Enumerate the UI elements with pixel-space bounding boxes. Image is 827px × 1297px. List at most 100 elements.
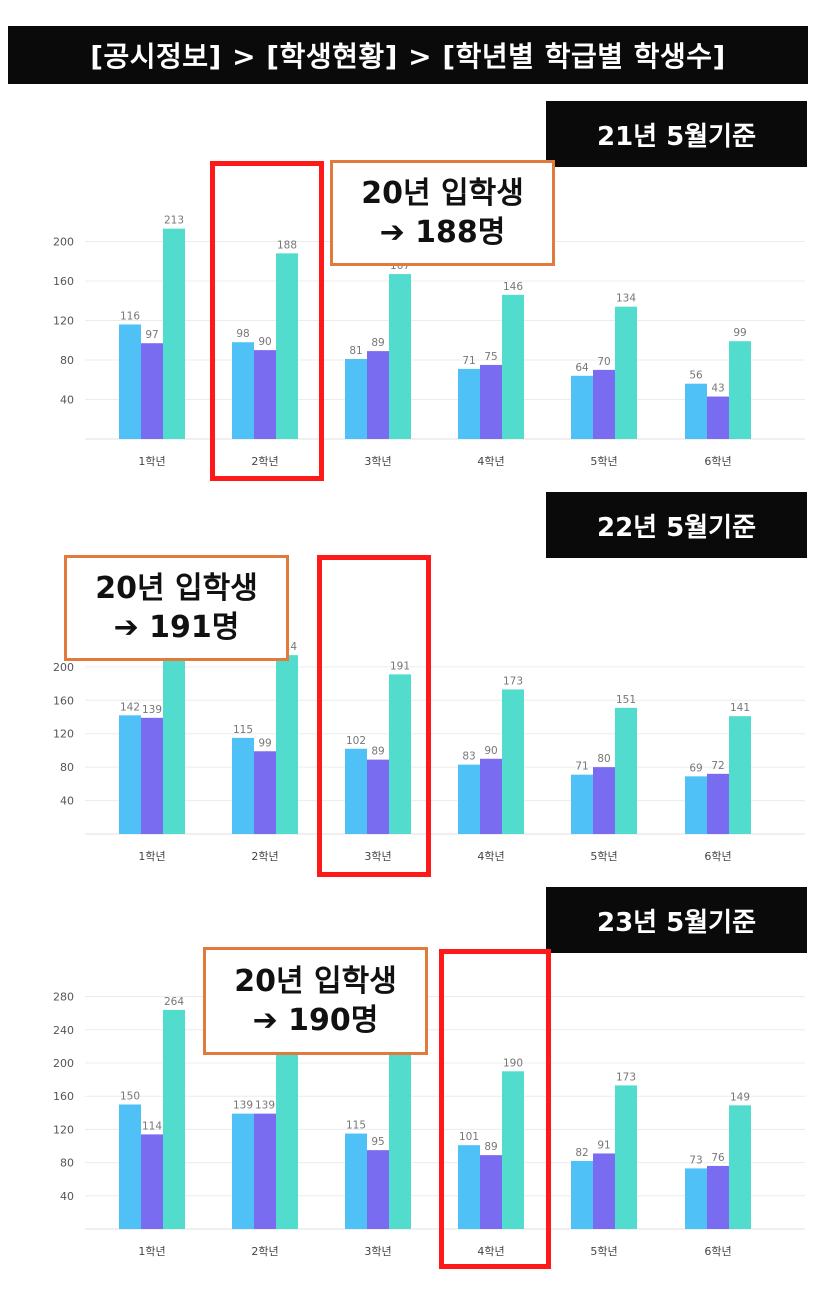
- x-tick-label: 6학년: [704, 455, 731, 468]
- bar: [480, 364, 502, 439]
- data-label: 80: [597, 753, 610, 765]
- y-tick-label: 40: [60, 1190, 74, 1203]
- data-label: 134: [616, 293, 636, 305]
- bar: [729, 716, 751, 834]
- date-label: 22년 5월기준: [596, 512, 756, 543]
- data-label: 89: [484, 1141, 497, 1153]
- data-label: 114: [142, 1120, 162, 1132]
- bar: [502, 689, 524, 834]
- data-label: 115: [233, 724, 253, 736]
- bar: [685, 1168, 707, 1229]
- data-label: 173: [503, 675, 523, 687]
- data-label: 81: [349, 345, 362, 357]
- y-tick-label: 280: [53, 991, 74, 1004]
- bar: [729, 1105, 751, 1229]
- callout-line1: 20년 입학생: [361, 176, 524, 211]
- y-tick-label: 40: [60, 394, 74, 407]
- bar: [502, 294, 524, 439]
- data-label: 56: [689, 370, 703, 382]
- y-tick-label: 120: [53, 1123, 74, 1136]
- bar: [232, 737, 254, 834]
- date-badge: 23년 5월기준: [546, 887, 807, 953]
- x-tick-label: 5학년: [590, 1245, 617, 1258]
- data-label: 190: [503, 1057, 523, 1069]
- data-label: 99: [733, 327, 746, 339]
- date-label: 23년 5월기준: [596, 907, 756, 938]
- data-label: 83: [462, 751, 475, 763]
- callout-line2: ➔ 191명: [113, 610, 240, 645]
- bar: [389, 1051, 411, 1229]
- bar: [345, 1133, 367, 1229]
- bar: [276, 655, 298, 834]
- bar: [571, 375, 593, 439]
- y-tick-label: 120: [53, 315, 74, 328]
- callout-box: 20년 입학생 ➔ 191명: [64, 555, 289, 661]
- data-label: 151: [616, 694, 636, 706]
- callout-line2: ➔ 190명: [252, 1003, 379, 1038]
- callout-box: 20년 입학생 ➔ 190명: [203, 947, 428, 1055]
- chart-panel-22: 40 80 120 160 200 142 115 102 83 71 69 139 99 89 90 80 7…: [0, 490, 827, 890]
- data-label: 69: [689, 762, 702, 774]
- data-label: 90: [258, 336, 271, 348]
- bar: [345, 748, 367, 834]
- bar: [685, 383, 707, 439]
- x-tick-label: 3학년: [364, 1245, 391, 1258]
- callout-line1: 20년 입학생: [234, 964, 397, 999]
- bar: [458, 368, 480, 439]
- chart-panel-21: 40 80 120 160 200 116 98 81 71 64 56 97 90 89 75 70 43 21…: [0, 95, 827, 495]
- highlight-box: [439, 949, 551, 1269]
- bar: [593, 369, 615, 439]
- bar: [254, 751, 276, 834]
- data-label: 102: [346, 735, 366, 747]
- x-tick-label: 5학년: [590, 850, 617, 863]
- bar: [141, 343, 163, 439]
- data-label: 89: [371, 746, 384, 758]
- bar: [571, 1160, 593, 1229]
- data-label: 82: [575, 1147, 588, 1159]
- bar: [480, 758, 502, 834]
- x-tick-label: 2학년: [251, 850, 278, 863]
- x-tick-label: 1학년: [138, 455, 165, 468]
- bar: [367, 351, 389, 439]
- x-tick-label: 1학년: [138, 850, 165, 863]
- x-tick-label: 6학년: [704, 1245, 731, 1258]
- date-badge: 22년 5월기준: [546, 492, 807, 558]
- page-header: [공시정보] > [학생현황] > [학년별 학급별 학생수]: [8, 26, 808, 84]
- data-label: 98: [236, 328, 249, 340]
- y-tick-label: 80: [60, 354, 74, 367]
- bar: [593, 767, 615, 834]
- date-badge: 21년 5월기준: [546, 101, 807, 167]
- bar: [458, 764, 480, 834]
- data-label: 139: [233, 1100, 253, 1112]
- bar: [232, 1113, 254, 1229]
- x-tick-label: 6학년: [704, 850, 731, 863]
- highlight-box: [210, 161, 324, 481]
- bar: [276, 253, 298, 439]
- page-title: [공시정보] > [학생현황] > [학년별 학급별 학생수]: [90, 40, 726, 73]
- data-label: 71: [462, 355, 475, 367]
- bar: [615, 1085, 637, 1229]
- data-label: 101: [459, 1131, 479, 1143]
- bar: [163, 645, 185, 834]
- data-label: 76: [711, 1152, 725, 1164]
- bar: [119, 324, 141, 439]
- bar: [458, 1145, 480, 1229]
- data-label: 75: [484, 351, 497, 363]
- x-tick-label: 3학년: [364, 850, 391, 863]
- data-label: 139: [142, 704, 162, 716]
- bar: [389, 274, 411, 439]
- bar: [254, 350, 276, 439]
- date-label: 21년 5월기준: [596, 121, 756, 152]
- y-tick-label: 80: [60, 1157, 74, 1170]
- callout-box: 20년 입학생 ➔ 188명: [330, 160, 555, 266]
- bar: [707, 1165, 729, 1229]
- x-tick-label: 4학년: [477, 850, 504, 863]
- y-tick-label: 160: [53, 1090, 74, 1103]
- data-label: 90: [484, 745, 497, 757]
- bar: [119, 1104, 141, 1229]
- bar: [707, 396, 729, 439]
- data-label: 97: [145, 329, 158, 341]
- callout-line2: ➔ 188명: [379, 215, 506, 250]
- bar-chart-22: 40 80 120 160 200 142 115 102 83 71 69 139 99 89 90 80 7…: [53, 632, 805, 863]
- x-tick-label: 3학년: [364, 455, 391, 468]
